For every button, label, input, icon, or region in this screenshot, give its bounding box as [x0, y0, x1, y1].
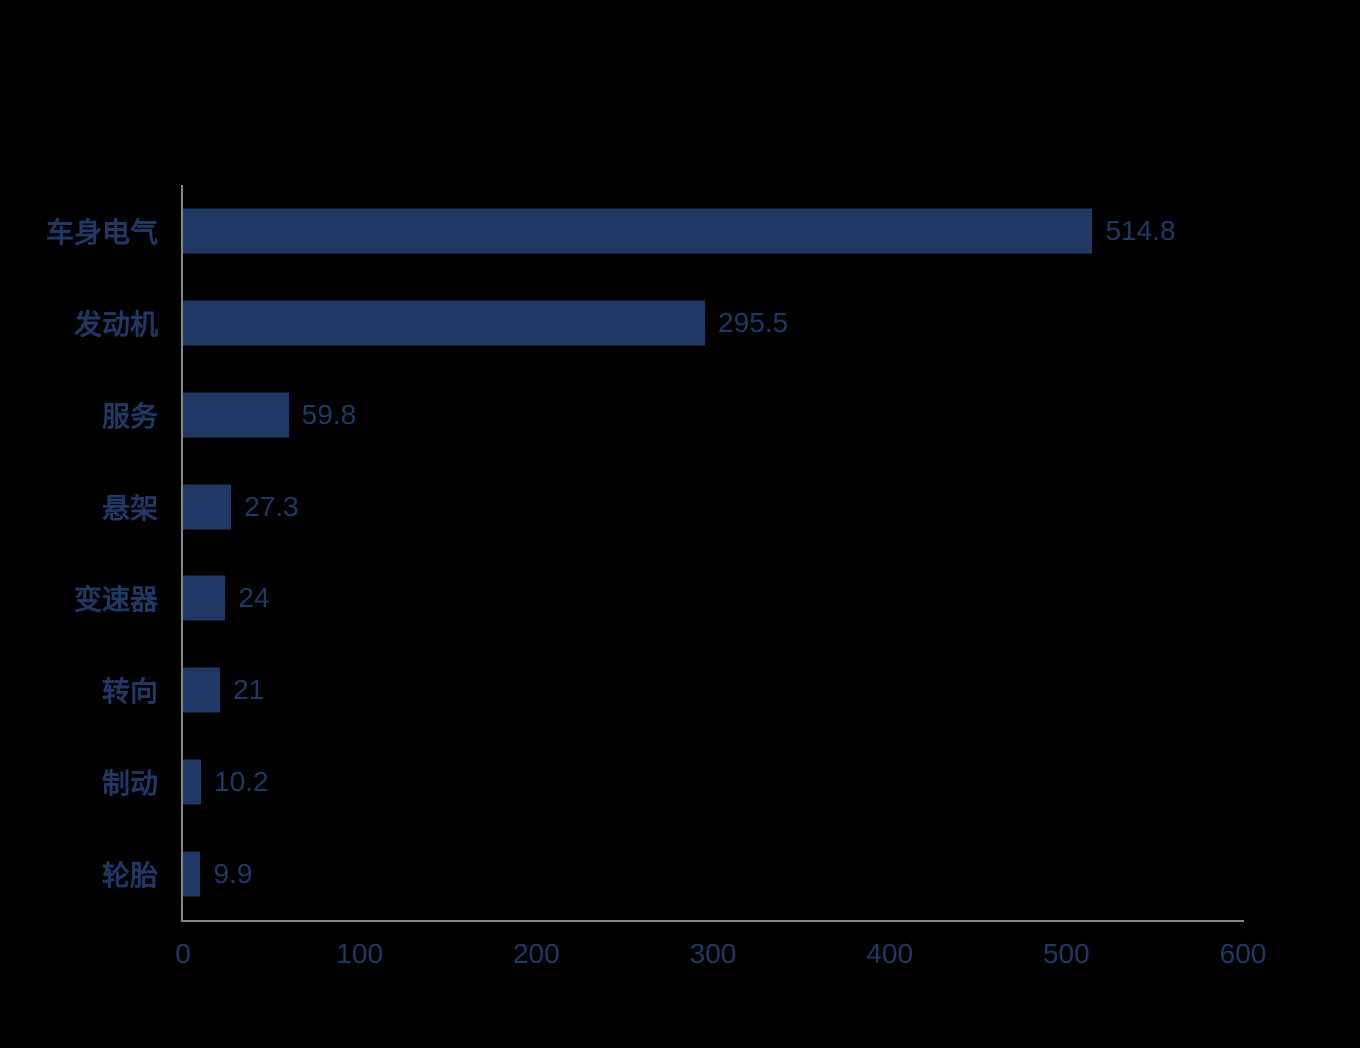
value-label: 21: [233, 674, 265, 706]
x-tick-label: 200: [512, 938, 560, 969]
value-label: 9.9: [213, 858, 253, 890]
bar: [183, 759, 202, 805]
bar: [183, 667, 221, 713]
value-label: 10.2: [214, 766, 269, 798]
bar: [183, 208, 1093, 254]
category-label: 制动: [101, 768, 158, 800]
y-axis-line: [181, 185, 183, 922]
category-label: 悬架: [101, 492, 158, 524]
chart-row: 车身电气 514.8: [46, 185, 1243, 277]
value-label: 514.8: [1105, 214, 1176, 246]
category-label: 变速器: [73, 584, 158, 616]
category-label: 发动机: [73, 308, 158, 340]
x-tick-label: 300: [689, 938, 737, 969]
x-tick-label: 500: [1042, 938, 1090, 969]
bar: [183, 851, 201, 897]
chart-row: 服务 59.8: [102, 369, 1243, 461]
category-label: 车身电气: [45, 216, 158, 248]
chart-row: 转向 21: [102, 644, 1243, 736]
bar: [183, 484, 232, 530]
category-label: 轮胎: [101, 860, 158, 892]
value-label: 27.3: [244, 490, 299, 522]
category-label: 服务: [101, 400, 158, 432]
bar: [183, 300, 706, 346]
category-label: 转向: [101, 676, 158, 708]
chart-row: 变速器 24: [74, 553, 1243, 645]
chart-row: 制动 10.2: [102, 736, 1243, 828]
x-axis-line: [181, 920, 1244, 922]
bar: [183, 575, 226, 621]
value-label: 295.5: [718, 306, 789, 338]
chart-row: 轮胎 9.9: [102, 828, 1243, 920]
chart-row: 发动机 295.5: [74, 277, 1243, 369]
x-tick-label: 100: [336, 938, 384, 969]
x-tick-label: 600: [1219, 938, 1267, 969]
chart-row: 悬架 27.3: [102, 461, 1243, 553]
value-label: 59.8: [301, 398, 357, 430]
plot-area: 车身电气 514.8 发动机 295.5 服务 59.8 悬架 27.3 变速器 24 转向 21 制动…: [46, 185, 1266, 969]
value-label: 24: [238, 582, 270, 614]
bar: [183, 392, 289, 438]
x-tick-label: 400: [866, 938, 914, 969]
x-tick-label: 0: [175, 938, 191, 969]
